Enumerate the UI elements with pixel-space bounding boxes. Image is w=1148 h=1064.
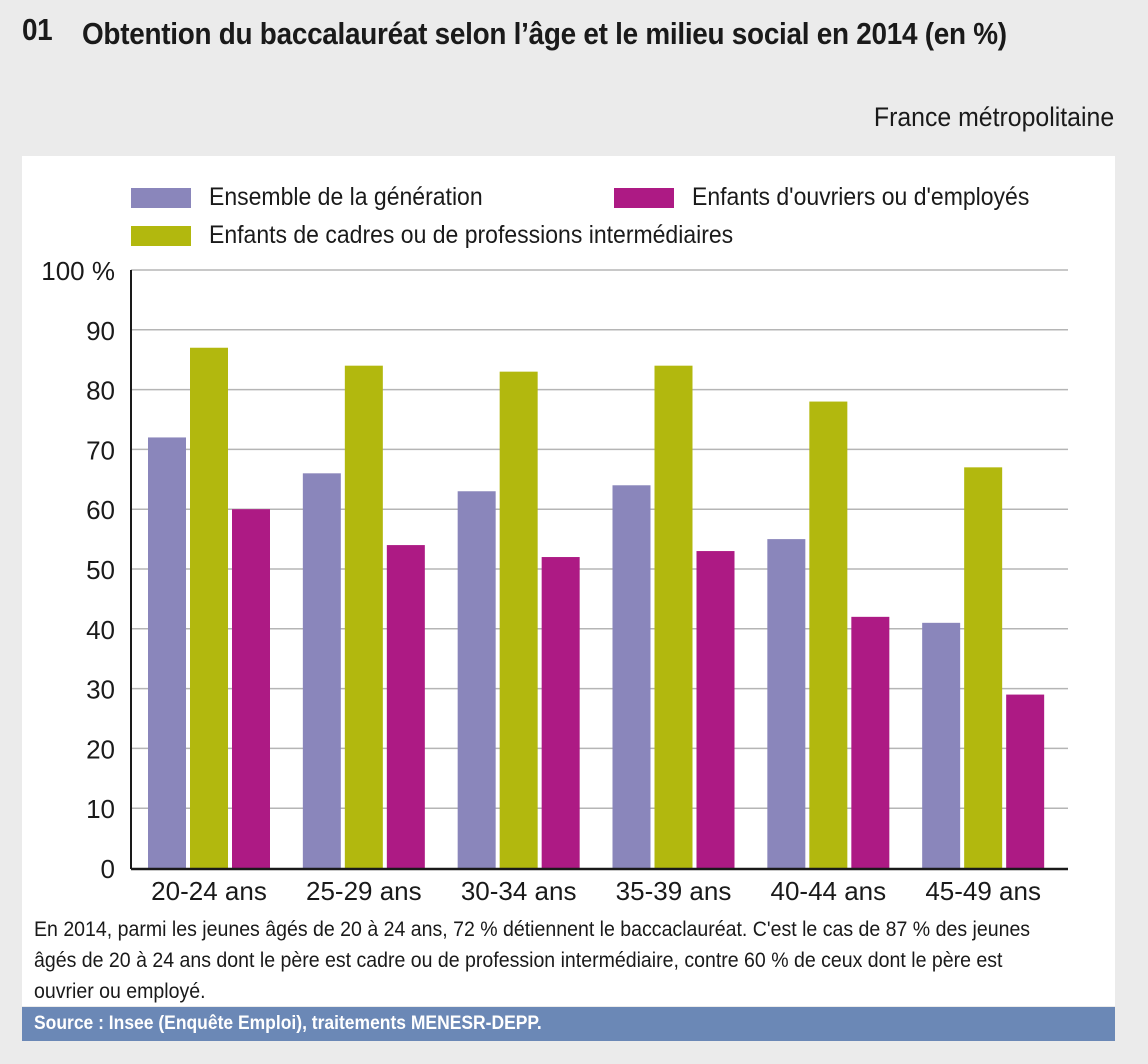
source-bar: Source : Insee (Enquête Emploi), traitem… bbox=[22, 1007, 1115, 1041]
bar bbox=[696, 551, 735, 868]
chart-title: Obtention du baccalauréat selon l’âge et… bbox=[82, 16, 1007, 51]
legend-item-ouvriers: Enfants d'ouvriers ou d'employés bbox=[614, 183, 1059, 212]
bar bbox=[232, 509, 270, 868]
x-tick-label: 20-24 ans bbox=[151, 876, 267, 906]
y-tick-label: 20 bbox=[86, 734, 115, 764]
y-tick-label: 50 bbox=[86, 555, 115, 585]
bar bbox=[344, 365, 383, 868]
legend-item-ensemble: Ensemble de la génération bbox=[131, 183, 506, 212]
bar bbox=[922, 622, 961, 868]
y-tick-label: 100 % bbox=[41, 256, 115, 286]
y-tick-label: 60 bbox=[86, 495, 115, 525]
legend-label-ensemble: Ensemble de la génération bbox=[209, 183, 483, 211]
bar bbox=[148, 437, 186, 868]
y-tick-label: 80 bbox=[86, 376, 115, 406]
bar bbox=[809, 401, 848, 868]
bar bbox=[386, 545, 425, 868]
bar bbox=[499, 371, 538, 868]
y-tick-label: 40 bbox=[86, 615, 115, 645]
x-tick-label: 40-44 ans bbox=[771, 876, 887, 906]
figure-number: 01 bbox=[22, 12, 53, 47]
legend-swatch-cadres bbox=[131, 225, 191, 246]
y-tick-label: 0 bbox=[101, 854, 115, 884]
bar bbox=[302, 473, 341, 868]
bar bbox=[964, 467, 1003, 868]
legend-item-cadres: Enfants de cadres ou de professions inte… bbox=[131, 221, 779, 250]
y-tick-label: 70 bbox=[86, 435, 115, 465]
bar bbox=[541, 557, 580, 868]
legend-label-cadres: Enfants de cadres ou de professions inte… bbox=[209, 221, 734, 249]
y-tick-label: 90 bbox=[86, 316, 115, 346]
source-text: Source : Insee (Enquête Emploi), traitem… bbox=[34, 1013, 542, 1034]
legend-label-ouvriers: Enfants d'ouvriers ou d'employés bbox=[692, 183, 1030, 211]
bar bbox=[767, 539, 806, 868]
x-tick-label: 30-34 ans bbox=[461, 876, 577, 906]
legend-swatch-ouvriers bbox=[614, 187, 674, 208]
x-tick-label: 45-49 ans bbox=[925, 876, 1041, 906]
region-label: France métropolitaine bbox=[873, 102, 1114, 132]
bar bbox=[190, 347, 228, 868]
y-tick-label: 30 bbox=[86, 675, 115, 705]
bar bbox=[851, 616, 890, 868]
x-tick-label: 25-29 ans bbox=[306, 876, 422, 906]
legend-swatch-ensemble bbox=[131, 187, 191, 208]
bar bbox=[654, 365, 693, 868]
y-tick-label: 10 bbox=[86, 794, 115, 824]
x-tick-label: 35-39 ans bbox=[616, 876, 732, 906]
bar bbox=[1006, 694, 1045, 868]
chart-caption: En 2014, parmi les jeunes âgés de 20 à 2… bbox=[34, 918, 1031, 1003]
bar bbox=[612, 485, 651, 868]
bar bbox=[457, 491, 496, 868]
